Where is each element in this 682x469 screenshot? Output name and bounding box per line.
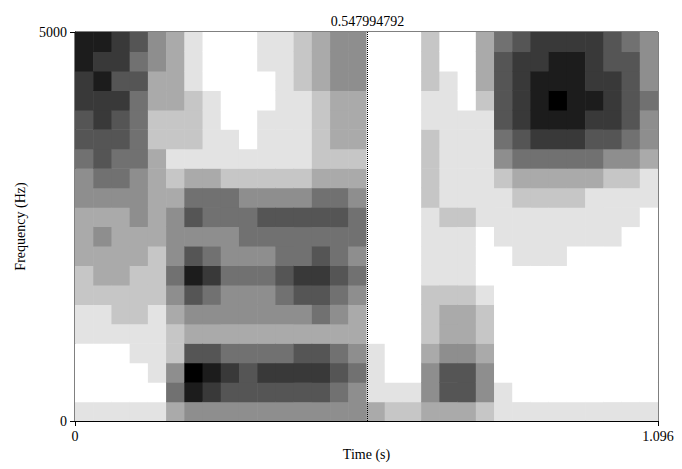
svg-text:1.096: 1.096 xyxy=(642,429,674,444)
svg-text:0.547994792: 0.547994792 xyxy=(331,14,405,29)
svg-text:0: 0 xyxy=(72,429,79,444)
svg-text:5000: 5000 xyxy=(39,25,67,40)
svg-text:Time (s): Time (s) xyxy=(343,447,391,463)
svg-text:Frequency (Hz): Frequency (Hz) xyxy=(13,182,29,271)
svg-text:0: 0 xyxy=(60,414,67,429)
